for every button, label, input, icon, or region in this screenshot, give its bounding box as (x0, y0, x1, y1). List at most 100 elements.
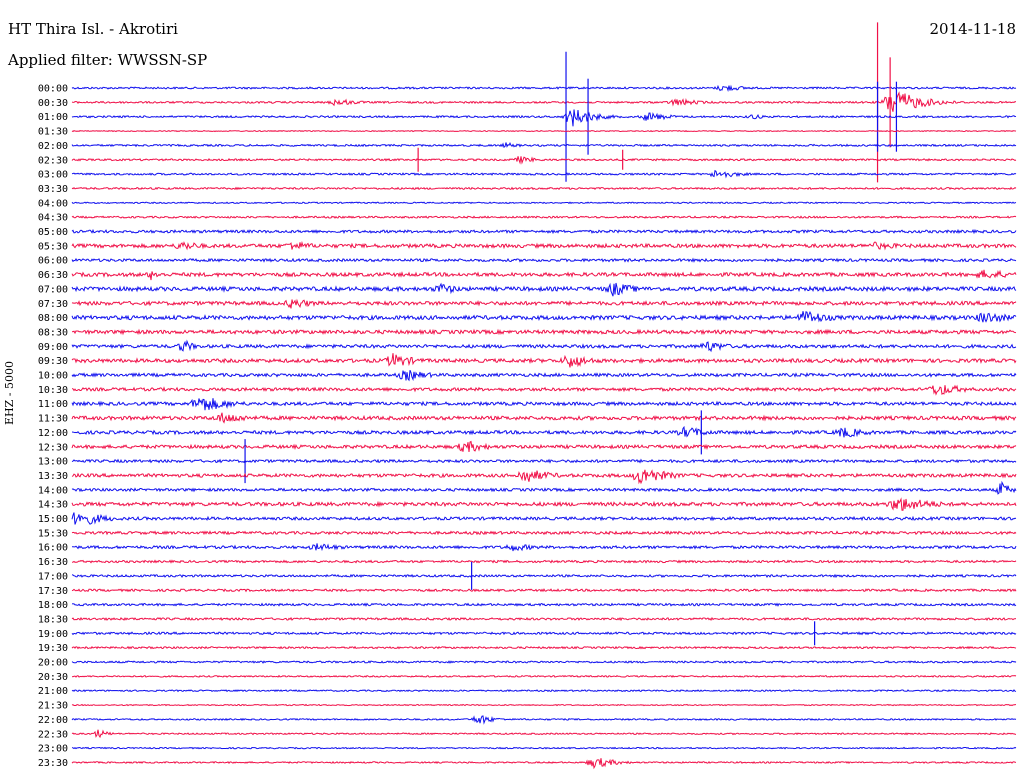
trace-line (71, 689, 1017, 693)
row-time-label: 13:00 (38, 457, 68, 468)
trace-line (71, 186, 1017, 191)
trace-line (71, 425, 1017, 438)
trace-line (71, 156, 1017, 165)
row-time-label: 17:30 (38, 586, 68, 597)
trace-line (71, 602, 1017, 607)
row-time-label: 23:00 (38, 744, 68, 755)
row-time-label: 01:00 (38, 112, 68, 123)
row-time-label: 18:30 (38, 614, 68, 625)
row-time-label: 21:00 (38, 686, 68, 697)
row-time-label: 14:30 (38, 500, 68, 511)
trace-line (71, 282, 1017, 297)
row-time-label: 01:30 (38, 127, 68, 138)
trace-line (71, 109, 1017, 127)
row-time-label: 02:00 (38, 141, 68, 152)
trace-line (71, 729, 1017, 739)
row-time-label: 21:30 (38, 701, 68, 712)
trace-line (71, 129, 1017, 133)
trace-line (71, 660, 1017, 664)
row-time-label: 04:00 (38, 198, 68, 209)
trace-line (71, 412, 1017, 424)
row-time-label: 18:00 (38, 600, 68, 611)
trace-line (71, 480, 1017, 495)
trace-line (71, 398, 1017, 411)
row-time-label: 04:30 (38, 213, 68, 224)
trace-line (71, 543, 1017, 552)
trace-line (71, 257, 1017, 263)
trace-line (71, 469, 1017, 485)
row-time-label: 08:30 (38, 327, 68, 338)
trace-line (71, 631, 1017, 636)
row-time-label: 20:30 (38, 672, 68, 683)
row-time-label: 16:30 (38, 557, 68, 568)
row-time-label: 11:00 (38, 399, 68, 410)
row-time-label: 15:30 (38, 528, 68, 539)
trace-line (71, 240, 1017, 251)
row-time-label: 14:00 (38, 485, 68, 496)
trace-line (71, 201, 1017, 205)
row-time-label: 11:30 (38, 414, 68, 425)
row-time-label: 08:00 (38, 313, 68, 324)
row-time-label: 22:00 (38, 715, 68, 726)
trace-line (71, 298, 1017, 309)
trace-line (71, 228, 1017, 235)
trace-line (71, 530, 1017, 536)
row-time-label: 17:00 (38, 571, 68, 582)
row-time-label: 07:00 (38, 284, 68, 295)
date-label: 2014-11-18 (929, 20, 1016, 38)
trace-line (71, 497, 1017, 511)
trace-line (71, 384, 1017, 396)
row-time-label: 20:00 (38, 658, 68, 669)
row-time-label: 03:00 (38, 170, 68, 181)
trace-line (71, 169, 1017, 179)
row-time-label: 23:30 (38, 758, 68, 769)
row-time-label: 10:30 (38, 385, 68, 396)
trace-line (71, 91, 1017, 112)
row-time-label: 05:00 (38, 227, 68, 238)
row-time-label: 05:30 (38, 241, 68, 252)
row-time-label: 10:00 (38, 371, 68, 382)
trace-line (71, 311, 1017, 323)
trace-line (71, 758, 1017, 770)
row-time-label: 00:00 (38, 84, 68, 95)
trace-line (71, 588, 1017, 593)
row-time-label: 09:30 (38, 356, 68, 367)
row-time-label: 09:00 (38, 342, 68, 353)
row-time-label: 06:30 (38, 270, 68, 281)
row-time-label: 19:00 (38, 629, 68, 640)
row-time-label: 00:30 (38, 98, 68, 109)
row-time-label: 02:30 (38, 155, 68, 166)
trace-line (71, 559, 1017, 564)
trace-line (71, 328, 1017, 336)
channel-label: EHZ - 5000 (3, 361, 16, 425)
trace-line (71, 616, 1017, 622)
station-title: HT Thira Isl. - Akrotiri (8, 20, 178, 38)
trace-line (71, 458, 1017, 464)
trace-line (71, 703, 1016, 707)
trace-line (71, 573, 1017, 579)
trace-line (71, 715, 1017, 725)
trace-line (71, 215, 1017, 219)
trace-line (71, 142, 1017, 149)
row-time-label: 12:30 (38, 442, 68, 453)
row-time-label: 12:00 (38, 428, 68, 439)
filter-label: Applied filter: WWSSN-SP (8, 51, 208, 69)
row-time-label: 22:30 (38, 729, 68, 740)
row-time-label: 06:00 (38, 256, 68, 267)
row-time-label: 15:00 (38, 514, 68, 525)
row-time-label: 07:30 (38, 299, 68, 310)
trace-line (71, 645, 1017, 650)
trace-line (71, 84, 1017, 92)
trace-line (71, 353, 1017, 368)
row-time-label: 16:00 (38, 543, 68, 554)
trace-line (71, 512, 1017, 525)
row-time-label: 03:30 (38, 184, 68, 195)
trace-line (71, 370, 1017, 382)
row-time-label: 19:30 (38, 643, 68, 654)
trace-line (71, 339, 1017, 353)
trace-line (71, 746, 1017, 750)
trace-line (71, 440, 1017, 453)
trace-line (71, 674, 1017, 678)
